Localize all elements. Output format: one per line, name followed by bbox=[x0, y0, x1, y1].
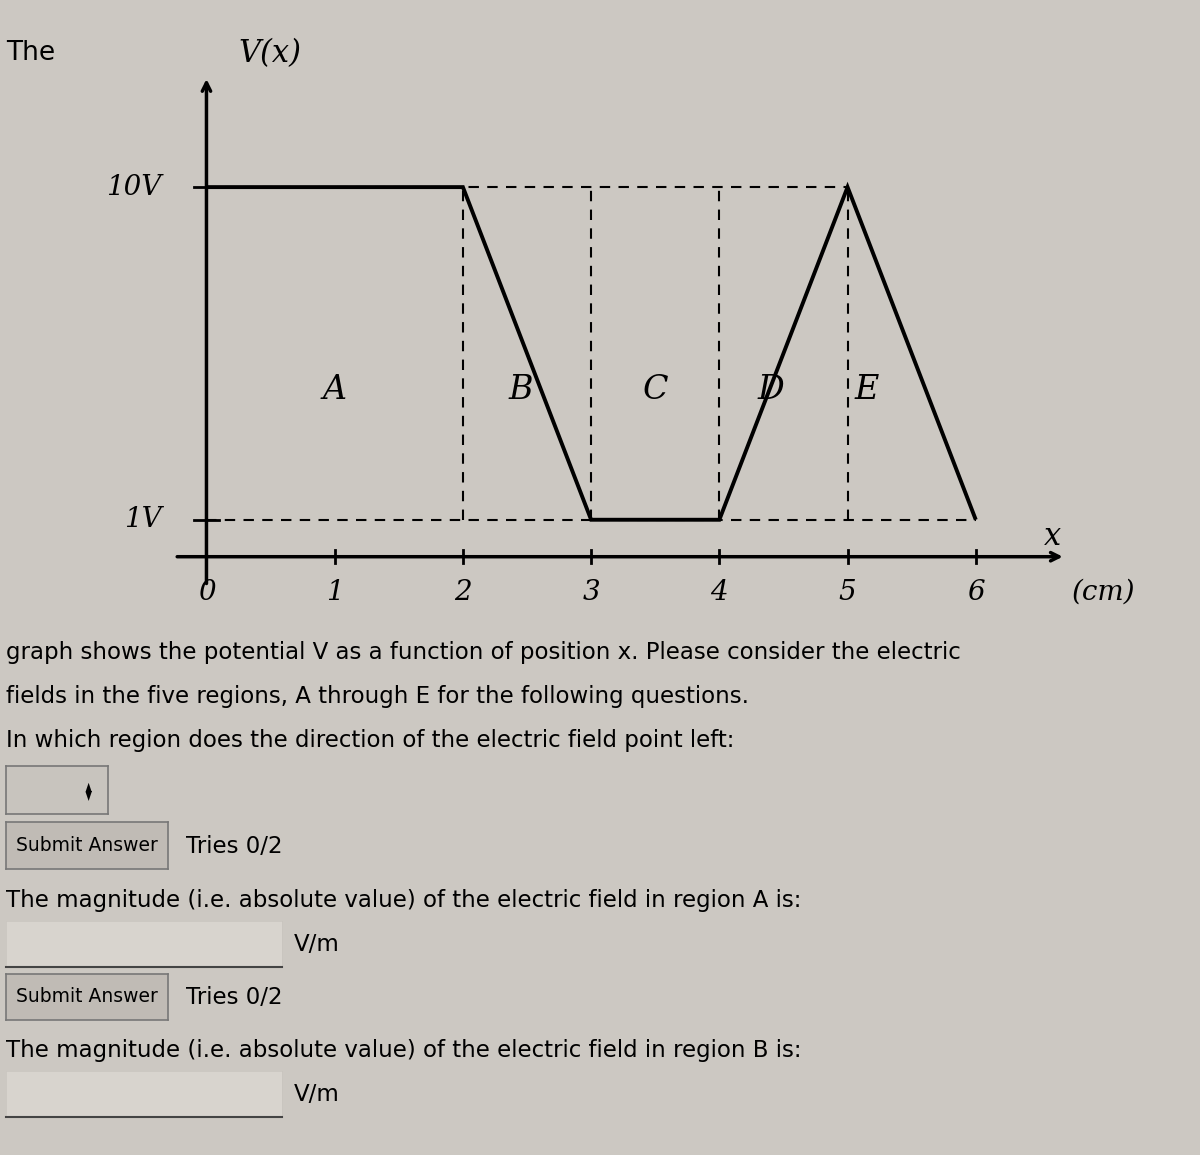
Text: V/m: V/m bbox=[294, 1083, 340, 1106]
Text: Submit Answer: Submit Answer bbox=[16, 988, 158, 1006]
Text: 2: 2 bbox=[454, 579, 472, 606]
Text: C: C bbox=[642, 374, 668, 407]
Text: In which region does the direction of the electric field point left:: In which region does the direction of th… bbox=[6, 729, 734, 752]
Text: Tries 0/2: Tries 0/2 bbox=[186, 986, 282, 1009]
Text: graph shows the potential V as a function of position x. Please consider the ele: graph shows the potential V as a functio… bbox=[6, 641, 961, 664]
Text: 5: 5 bbox=[839, 579, 857, 606]
Text: 10V: 10V bbox=[107, 173, 162, 201]
Text: 4: 4 bbox=[710, 579, 728, 606]
Text: V(x): V(x) bbox=[239, 38, 301, 69]
Text: 0: 0 bbox=[198, 579, 215, 606]
Text: The magnitude (i.e. absolute value) of the electric field in region A is:: The magnitude (i.e. absolute value) of t… bbox=[6, 889, 802, 912]
Text: E: E bbox=[854, 374, 878, 407]
Text: ◄►: ◄► bbox=[83, 781, 96, 799]
Text: 1V: 1V bbox=[124, 506, 162, 534]
Text: Tries 0/2: Tries 0/2 bbox=[186, 835, 282, 858]
Text: B: B bbox=[509, 374, 533, 407]
Text: A: A bbox=[323, 374, 347, 407]
Text: (cm): (cm) bbox=[1072, 579, 1135, 606]
Text: 1: 1 bbox=[326, 579, 343, 606]
Text: Submit Answer: Submit Answer bbox=[16, 836, 158, 855]
Text: x: x bbox=[1044, 521, 1061, 552]
Text: V/m: V/m bbox=[294, 933, 340, 956]
Text: The magnitude (i.e. absolute value) of the electric field in region B is:: The magnitude (i.e. absolute value) of t… bbox=[6, 1040, 802, 1063]
Text: D: D bbox=[757, 374, 784, 407]
Text: 6: 6 bbox=[967, 579, 984, 606]
Text: 3: 3 bbox=[582, 579, 600, 606]
Text: fields in the five regions, A through E for the following questions.: fields in the five regions, A through E … bbox=[6, 685, 749, 708]
Text: The: The bbox=[6, 40, 55, 67]
